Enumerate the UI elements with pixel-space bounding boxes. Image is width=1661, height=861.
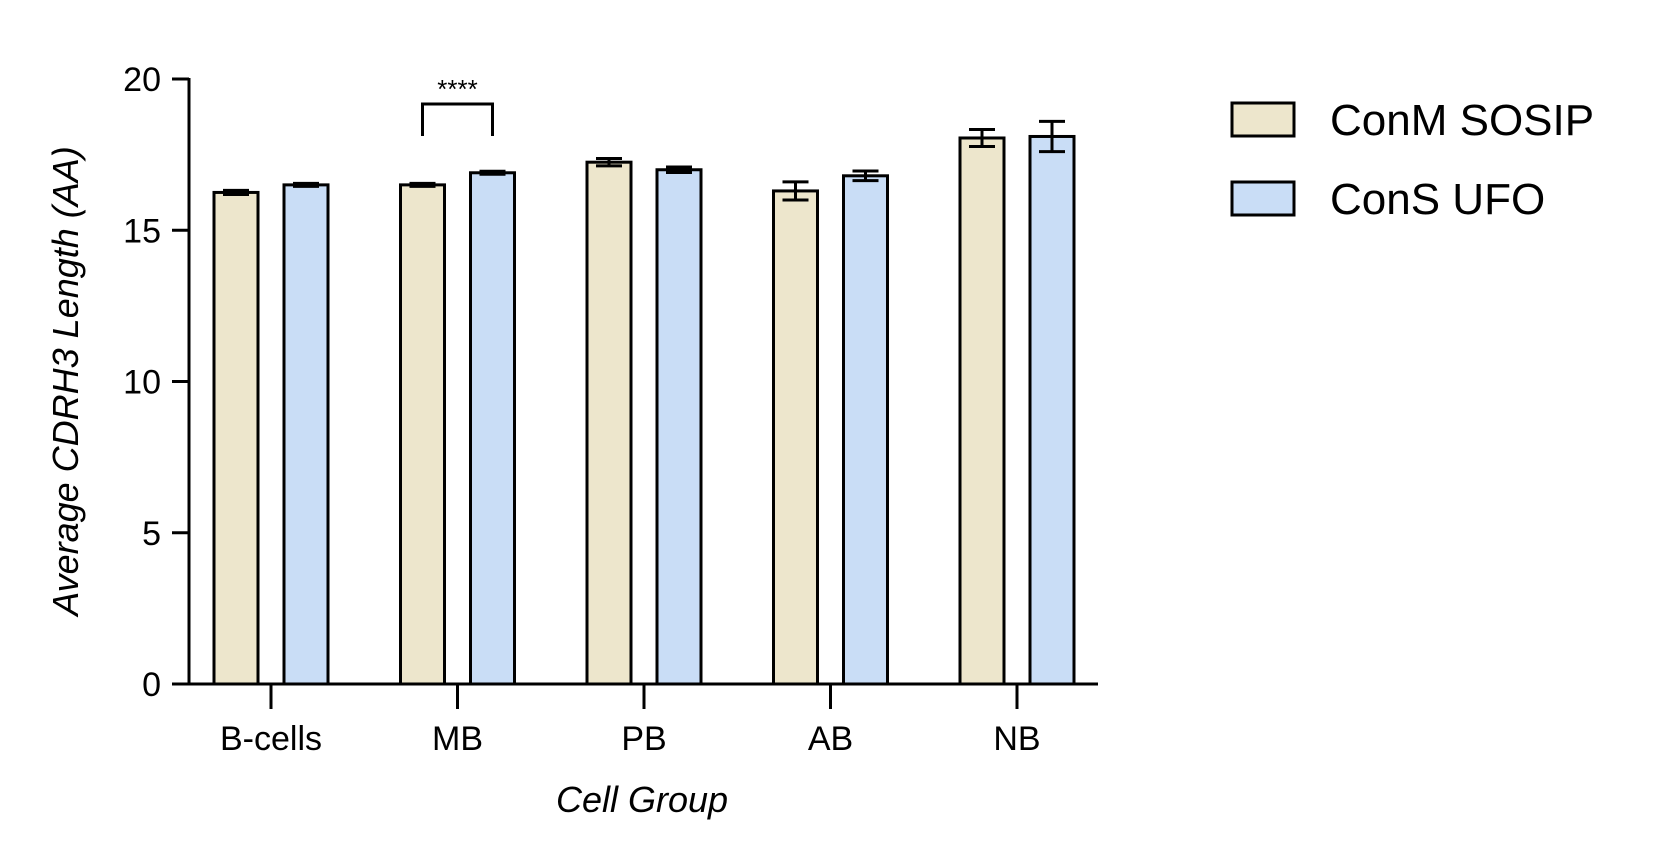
- bar: [958, 136, 1006, 686]
- y-tick-label: 10: [123, 364, 161, 402]
- x-tick-label: MB: [432, 720, 483, 758]
- legend-swatch: [1230, 180, 1296, 217]
- bar: [1028, 134, 1076, 686]
- bar: [655, 168, 703, 686]
- x-tick-label: AB: [808, 720, 853, 758]
- y-axis-title: Average CDRH3 Length (AA): [45, 146, 86, 618]
- significance-bracket: [421, 102, 494, 136]
- x-tick-label: PB: [621, 720, 666, 758]
- bar: [399, 183, 446, 686]
- bar: [842, 174, 889, 686]
- legend-label: ConM SOSIP: [1330, 96, 1594, 145]
- bar: [212, 190, 260, 686]
- significance-annotations: ****: [421, 74, 494, 136]
- y-axis: 0 5 10 15 20: [123, 61, 191, 704]
- x-axis-title: Cell Group: [556, 779, 728, 820]
- legend: ConM SOSIP ConS UFO: [1230, 96, 1594, 224]
- significance-label: ****: [437, 74, 477, 104]
- x-tick-label: NB: [993, 720, 1040, 758]
- legend-label: ConS UFO: [1330, 175, 1545, 224]
- x-tick-label: B-cells: [220, 720, 322, 758]
- bar: [469, 171, 516, 686]
- y-tick-label: 5: [142, 515, 161, 553]
- bar: [282, 183, 330, 686]
- y-tick-label: 20: [123, 61, 161, 99]
- legend-swatch: [1230, 101, 1296, 138]
- x-axis: B-cells MB PB AB NB: [189, 682, 1098, 758]
- bars: [212, 134, 1076, 686]
- y-tick-label: 0: [142, 666, 161, 704]
- y-tick-label: 15: [123, 212, 161, 250]
- bar: [772, 189, 819, 686]
- bar: [585, 160, 633, 686]
- error-bars: [223, 119, 1065, 202]
